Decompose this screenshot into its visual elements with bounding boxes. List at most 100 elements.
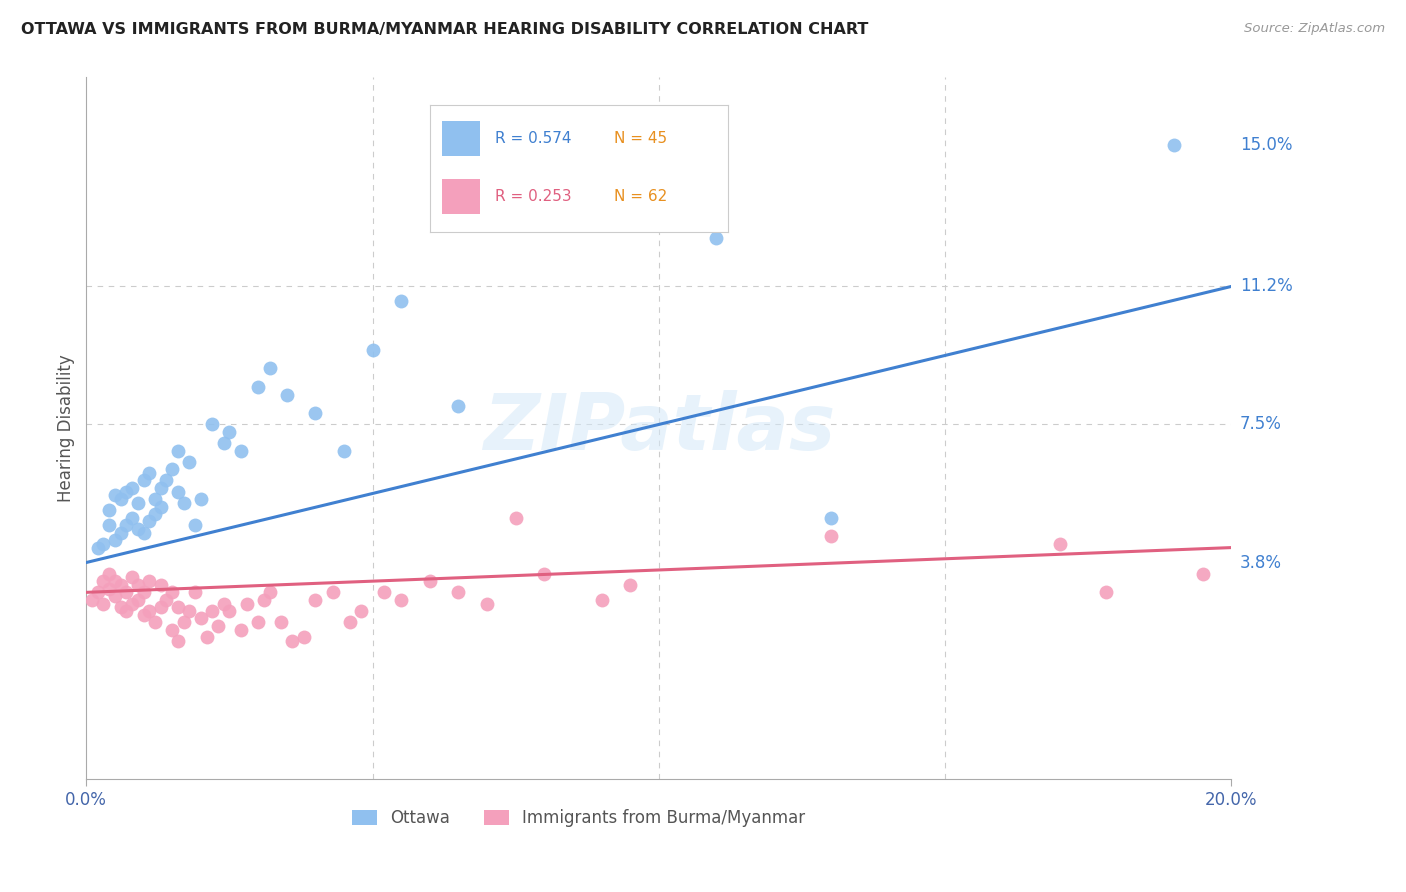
Point [115,484,138,499]
Point [173,496,195,510]
Point [104,589,127,603]
Point [619,578,641,592]
Point [149,500,172,514]
Point [179,455,201,469]
Point [173,615,195,630]
Point [138,574,160,589]
Point [121,570,143,584]
Point [127,578,149,592]
Point [212,597,235,611]
Point [1094,585,1116,599]
Point [87,585,110,599]
Point [447,399,470,413]
Point [93,574,115,589]
Point [160,585,183,599]
Point [184,518,207,533]
Point [190,611,212,625]
Point [121,481,143,495]
Point [1163,137,1185,152]
Point [115,518,138,533]
Point [419,574,441,589]
Point [167,443,190,458]
Point [143,491,166,506]
Point [475,597,498,611]
Point [218,604,240,618]
Point [98,566,121,581]
Point [93,597,115,611]
Point [350,604,373,618]
Point [333,443,356,458]
Point [591,592,613,607]
Point [121,597,143,611]
Point [149,578,172,592]
Point [270,615,292,630]
Point [132,607,155,622]
Point [167,484,190,499]
Point [207,619,229,633]
Point [201,417,224,432]
Point [155,592,177,607]
Point [132,474,155,488]
Point [339,615,361,630]
Point [87,541,110,555]
Y-axis label: Hearing Disability: Hearing Disability [58,354,75,502]
Point [201,604,224,618]
Point [132,525,155,540]
Point [195,630,218,644]
Point [389,592,412,607]
Point [1192,566,1215,581]
Point [104,574,127,589]
Point [149,481,172,495]
Point [132,585,155,599]
Point [276,387,298,401]
Point [247,615,270,630]
Point [304,406,326,420]
Point [235,597,257,611]
Point [533,566,555,581]
Point [98,503,121,517]
Point [184,585,207,599]
Point [229,443,252,458]
Point [212,436,235,450]
Point [253,592,276,607]
Point [361,343,384,357]
Point [115,585,138,599]
Point [143,507,166,521]
Point [321,585,343,599]
Point [138,466,160,480]
Point [98,582,121,596]
Text: 3.8%: 3.8% [1240,554,1282,572]
Point [98,518,121,533]
Point [110,600,132,615]
Point [110,578,132,592]
Point [218,425,240,439]
Legend: Ottawa, Immigrants from Burma/Myanmar: Ottawa, Immigrants from Burma/Myanmar [346,803,811,834]
Point [143,615,166,630]
Point [160,462,183,476]
Point [93,537,115,551]
Point [110,525,132,540]
Point [115,604,138,618]
Point [373,585,395,599]
Point [167,633,190,648]
Point [505,510,527,524]
Point [127,592,149,607]
Point [704,231,727,245]
Text: 7.5%: 7.5% [1240,416,1282,434]
Point [820,529,842,543]
Point [820,510,842,524]
Point [160,623,183,637]
Text: OTTAWA VS IMMIGRANTS FROM BURMA/MYANMAR HEARING DISABILITY CORRELATION CHART: OTTAWA VS IMMIGRANTS FROM BURMA/MYANMAR … [21,22,869,37]
Point [447,585,470,599]
Text: ZIPatlas: ZIPatlas [482,390,835,467]
Text: Source: ZipAtlas.com: Source: ZipAtlas.com [1244,22,1385,36]
Point [179,604,201,618]
Point [104,488,127,502]
Point [167,600,190,615]
Text: 15.0%: 15.0% [1240,136,1292,153]
Point [281,633,304,648]
Point [138,604,160,618]
Point [127,522,149,536]
Point [155,474,177,488]
Point [292,630,315,644]
